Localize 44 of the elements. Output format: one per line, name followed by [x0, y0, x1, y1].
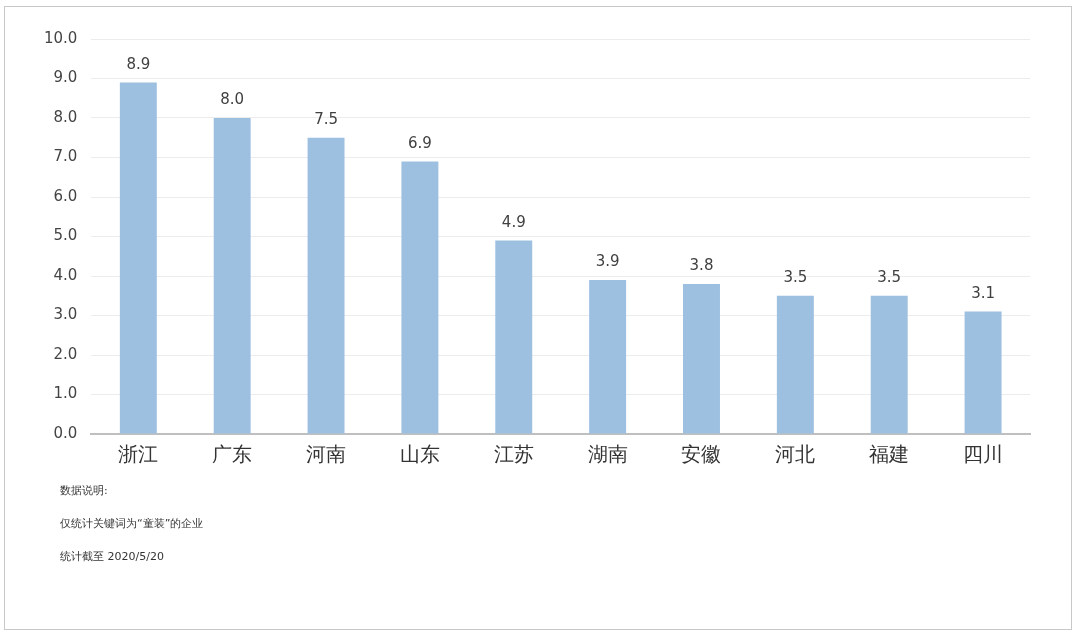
y-tick-label: 0.0 [53, 423, 78, 442]
y-tick-label: 10.0 [43, 28, 78, 47]
y-tick-label: 8.0 [53, 107, 78, 126]
data-label: 3.1 [971, 283, 995, 302]
bar [401, 161, 439, 434]
data-label: 4.9 [501, 212, 526, 231]
data-label: 7.5 [314, 110, 338, 129]
bar [307, 137, 345, 434]
data-label: 3.8 [689, 256, 714, 275]
x-tick-label: 四川 [963, 442, 1004, 467]
x-tick-label: 山东 [399, 442, 440, 467]
x-tick-label: 福建 [869, 442, 910, 467]
x-tick-label: 湖南 [587, 442, 628, 467]
y-tick-label: 9.0 [53, 68, 78, 87]
y-tick-label: 6.0 [53, 186, 78, 205]
x-tick-label: 广东 [212, 442, 253, 467]
y-tick-label: 4.0 [53, 265, 78, 284]
x-tick-label: 浙江 [118, 442, 159, 467]
text: 仅统计关键词为“童装”的企业 [60, 516, 204, 532]
x-tick-label: 安徽 [681, 442, 722, 467]
x-tick-label: 江苏 [493, 442, 534, 467]
bar [964, 311, 1002, 434]
data-label: 6.9 [407, 133, 432, 152]
x-tick-label: 河北 [775, 442, 816, 467]
text: 数据说明: [60, 483, 109, 499]
data-label: 8.0 [220, 90, 245, 109]
y-tick-label: 7.0 [53, 147, 78, 166]
bar [495, 240, 533, 434]
y-tick-label: 2.0 [53, 344, 78, 363]
y-tick-label: 5.0 [53, 226, 78, 245]
data-label: 8.9 [126, 54, 151, 73]
text: 统计截至 2020/5/20 [60, 549, 165, 565]
bar [119, 82, 157, 434]
data-label: 3.5 [783, 268, 808, 287]
bar [213, 118, 251, 434]
bar [683, 283, 720, 434]
x-tick-label: 河南 [306, 442, 347, 467]
bar [589, 279, 627, 434]
bar [776, 295, 814, 434]
data-label: 3.9 [595, 252, 620, 271]
y-tick-label: 3.0 [53, 305, 78, 324]
y-tick-label: 1.0 [53, 384, 78, 403]
bar [870, 295, 908, 434]
data-label: 3.5 [877, 268, 902, 287]
